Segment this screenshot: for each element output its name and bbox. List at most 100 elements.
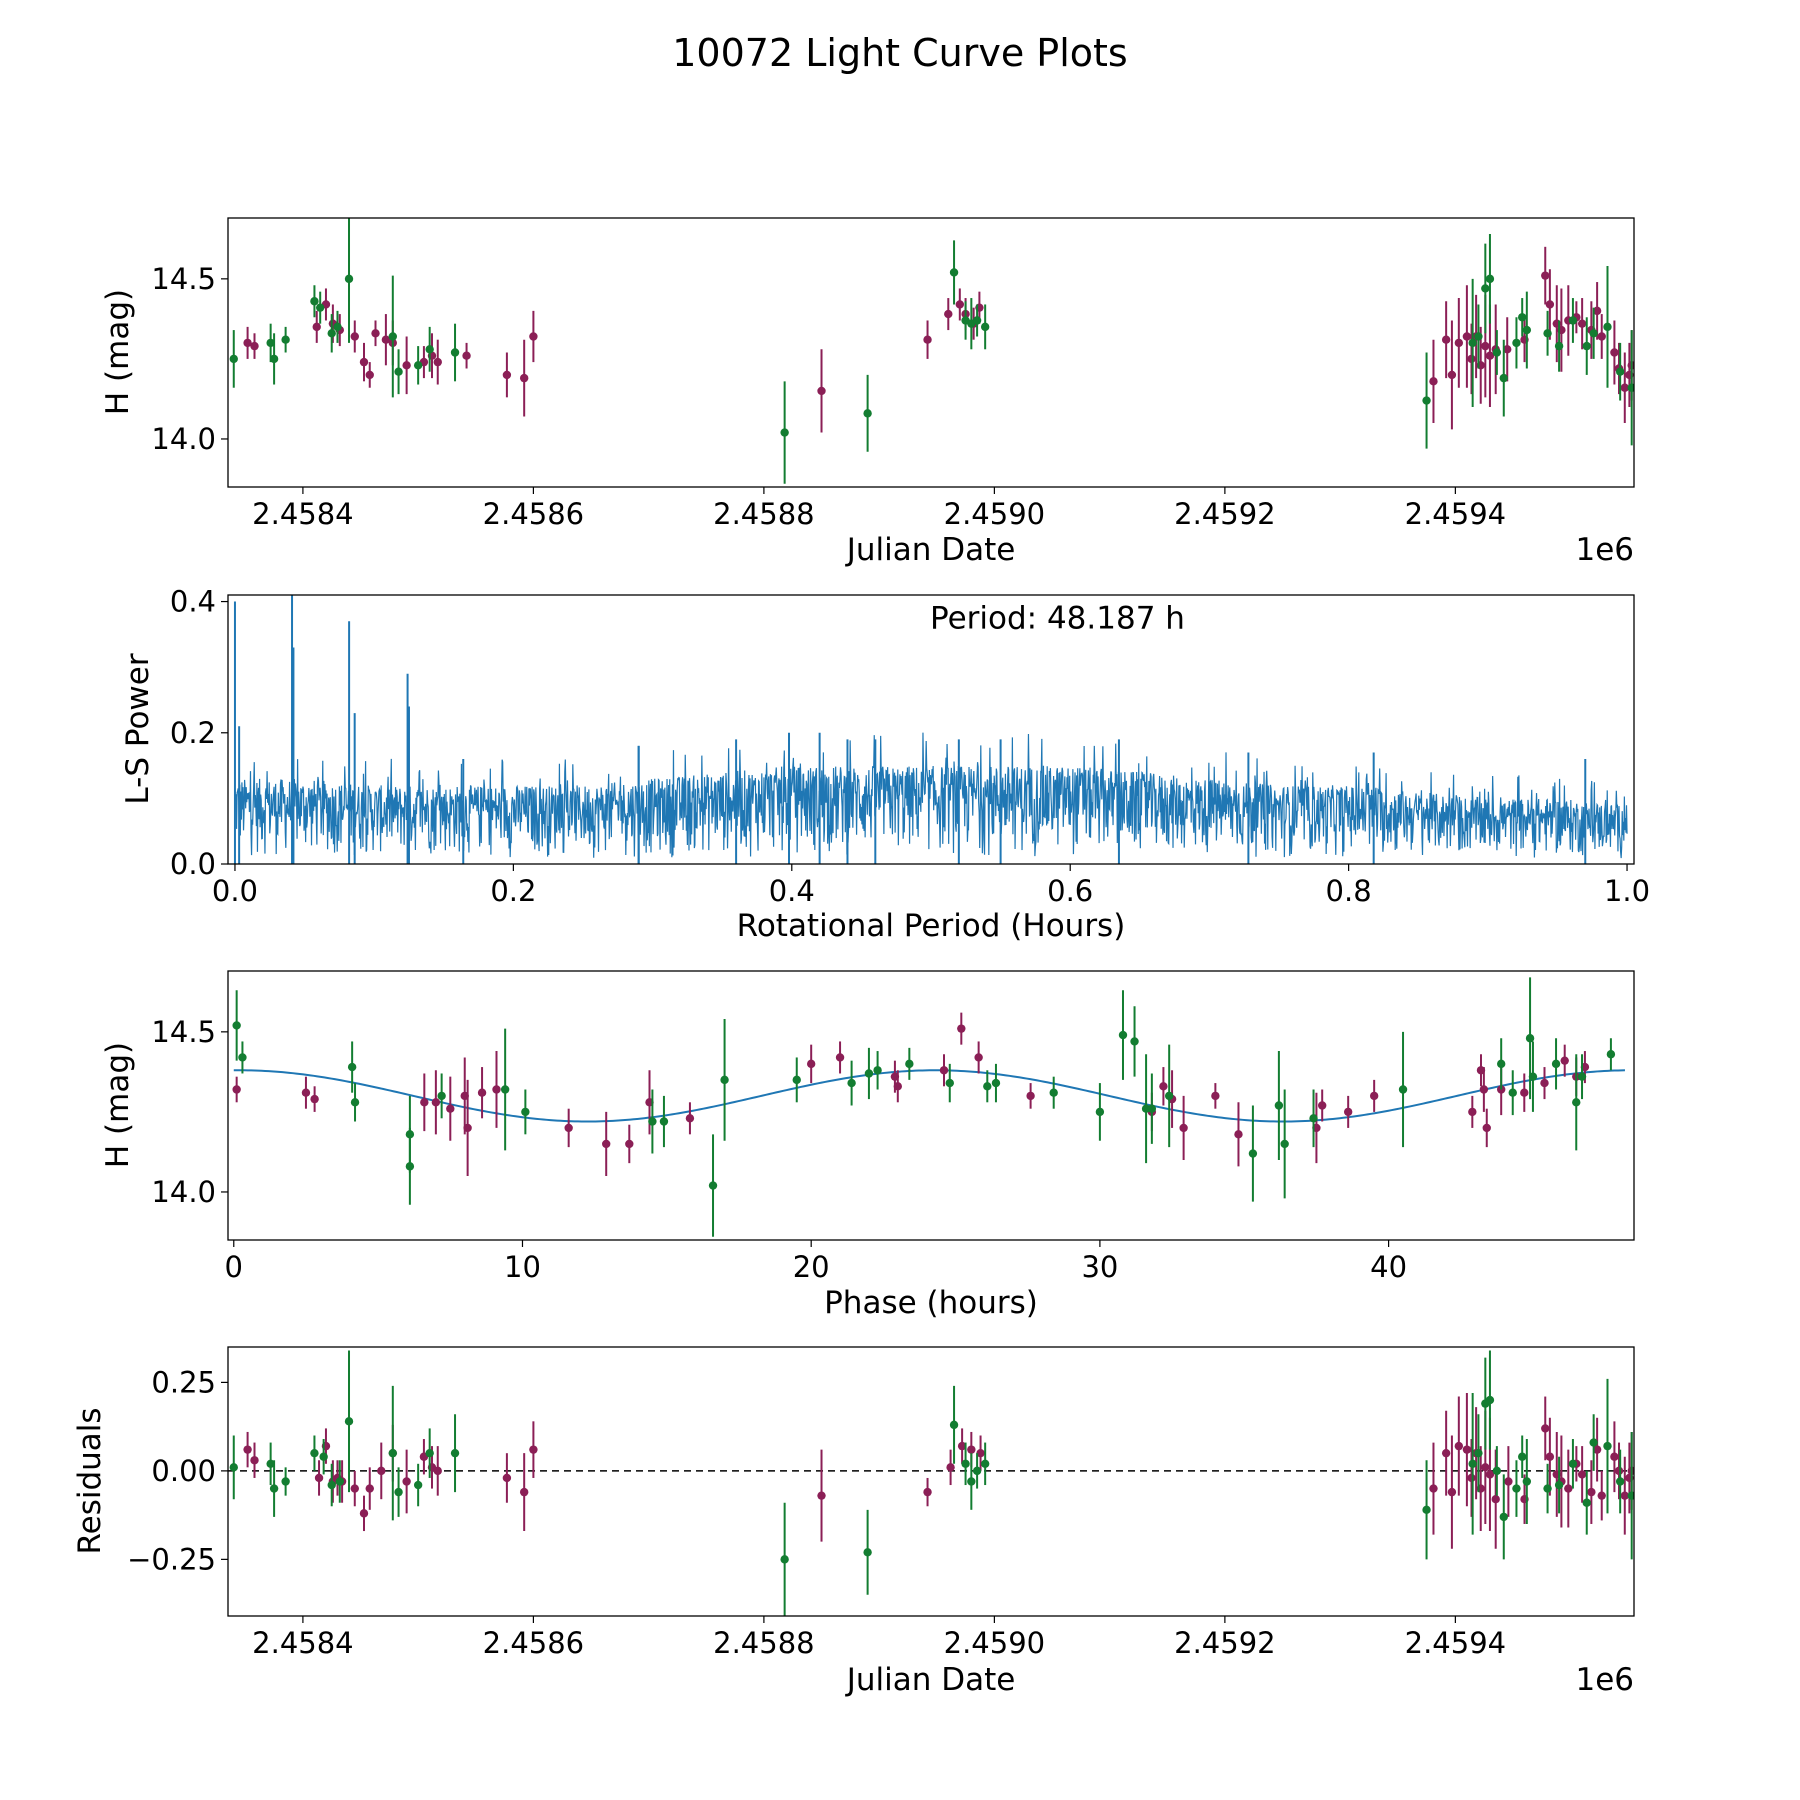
light-curve-panel: 2.4584 2.4586 2.4588 2.4590 2.4592 2.4594 14.0…: [100, 217, 1635, 568]
red-data-point: [1179, 1123, 1188, 1133]
green-data-point: [1474, 1448, 1483, 1458]
green-data-point: [980, 1459, 990, 1469]
green-data-point: [983, 1082, 992, 1091]
green-data-point: [521, 1107, 530, 1117]
green-data-point: [1603, 322, 1612, 332]
green-data-point: [319, 1452, 328, 1461]
green-data-point: [1615, 367, 1625, 376]
green-data-point: [229, 354, 238, 364]
green-data-point: [1525, 1034, 1535, 1043]
y-tick-label: 0.00: [151, 1454, 216, 1488]
red-data-point: [359, 357, 369, 367]
green-data-point: [863, 409, 872, 418]
green-series: [229, 1350, 1634, 1616]
red-data-point: [974, 1053, 983, 1062]
green-data-point: [1499, 1512, 1508, 1522]
green-data-point: [229, 1463, 238, 1472]
green-data-point: [335, 1477, 344, 1486]
green-data-point: [949, 1420, 959, 1430]
green-data-point: [648, 1117, 657, 1126]
green-data-point: [425, 345, 434, 354]
red-data-point: [529, 332, 538, 341]
green-data-point: [388, 332, 398, 341]
green-data-point: [333, 322, 342, 332]
green-data-point: [905, 1059, 914, 1069]
green-data-point: [1615, 1477, 1625, 1486]
green-data-point: [980, 322, 990, 332]
green-data-point: [1572, 1098, 1581, 1107]
red-data-point: [1467, 1473, 1476, 1483]
residuals-frame: [227, 1346, 1635, 1617]
red-data-point: [1577, 319, 1587, 328]
phased-curve-xlabel: Phase (hours): [824, 1285, 1038, 1321]
red-data-point: [502, 370, 512, 380]
y-tick-label: 0.0: [170, 847, 216, 881]
red-data-point: [377, 1466, 386, 1476]
x-tick-label: 2.4586: [483, 1626, 584, 1660]
green-data-point: [266, 338, 275, 348]
green-data-point: [281, 1477, 290, 1486]
red-data-point: [1577, 1470, 1587, 1479]
red-data-point: [625, 1139, 634, 1149]
red-data-point: [462, 351, 471, 360]
red-data-point: [923, 335, 932, 344]
red-data-point: [1481, 1463, 1490, 1472]
red-data-point: [243, 1445, 252, 1454]
periodogram-ylabel: L-S Power: [120, 653, 156, 804]
red-data-point: [420, 1098, 429, 1107]
green-data-point: [310, 1448, 319, 1458]
red-data-point: [1441, 1448, 1451, 1458]
red-data-point: [1545, 1452, 1555, 1461]
green-data-point: [1543, 329, 1552, 338]
green-data-point: [1147, 1104, 1157, 1113]
green-data-point: [1481, 284, 1490, 293]
red-data-point: [1620, 383, 1629, 392]
red-data-point: [1429, 1484, 1438, 1493]
red-data-point: [602, 1139, 611, 1149]
red-data-point: [1317, 1101, 1327, 1110]
red-data-point: [1468, 1107, 1477, 1117]
red-data-point: [1614, 1466, 1624, 1476]
x-tick-label: 0.0: [212, 874, 258, 908]
green-data-point: [792, 1075, 801, 1085]
green-data-point: [1589, 329, 1598, 338]
green-data-point: [1522, 1477, 1532, 1486]
red-data-point: [1491, 1494, 1500, 1504]
residuals-offset-label: 1e6: [1575, 1662, 1634, 1698]
red-data-point: [1369, 1091, 1379, 1101]
x-tick-label: 2.4588: [713, 497, 814, 531]
y-tick-label: 14.5: [151, 1015, 216, 1049]
x-tick-label: 30: [1081, 1250, 1118, 1284]
red-data-point: [1482, 1123, 1491, 1133]
green-data-point: [450, 348, 460, 357]
periodogram-xlabel: Rotational Period (Hours): [737, 908, 1126, 944]
green-data-point: [437, 1091, 446, 1101]
red-data-point: [1211, 1091, 1220, 1101]
green-data-point: [1492, 348, 1502, 357]
red-data-point: [1479, 1085, 1489, 1094]
red-data-point: [1541, 271, 1550, 280]
green-data-point: [1528, 1072, 1538, 1081]
periodogram-annotation: Period: 48.187 h: [930, 601, 1185, 637]
red-data-point: [312, 322, 321, 332]
light-curve-frame: [227, 217, 1635, 488]
periodogram-plot-area: [233, 595, 1628, 864]
periodogram-ticks: 0.0 0.2 0.4 0.6 0.8 1.0 0.0 0.2 0.4: [170, 585, 1650, 908]
x-tick-label: 2.4586: [483, 497, 584, 531]
green-data-point: [1512, 1484, 1521, 1493]
green-data-point: [1049, 1088, 1058, 1097]
red-data-point: [433, 357, 442, 367]
red-data-point: [1447, 370, 1457, 380]
red-data-point: [1545, 300, 1555, 309]
green-data-point: [232, 1021, 241, 1030]
green-data-point: [1499, 373, 1508, 383]
red-data-point: [1597, 1491, 1606, 1500]
red-data-point: [1564, 1484, 1573, 1493]
green-data-point: [972, 1466, 982, 1476]
green-data-point: [1554, 1480, 1564, 1490]
green-data-point: [350, 1098, 360, 1107]
green-data-point: [425, 1448, 434, 1458]
green-data-point: [1582, 1498, 1591, 1507]
green-data-point: [1118, 1030, 1128, 1040]
